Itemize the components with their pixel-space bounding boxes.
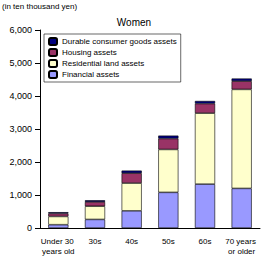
svg-text:Women: Women xyxy=(117,17,151,28)
svg-text:3,000: 3,000 xyxy=(9,124,32,134)
svg-text:2,000: 2,000 xyxy=(9,157,32,167)
svg-text:or older: or older xyxy=(228,247,255,256)
svg-text:30s: 30s xyxy=(89,237,102,246)
svg-text:Financial assets: Financial assets xyxy=(62,70,119,79)
svg-text:years old: years old xyxy=(42,247,74,256)
svg-text:70 years: 70 years xyxy=(225,237,258,246)
svg-text:(in ten thousand yen): (in ten thousand yen) xyxy=(2,2,77,11)
svg-text:Durable consumer goods assets: Durable consumer goods assets xyxy=(62,37,177,46)
svg-text:Under 30: Under 30 xyxy=(41,237,76,246)
svg-text:5,000: 5,000 xyxy=(9,58,32,68)
svg-text:Residential land assets: Residential land assets xyxy=(62,59,144,68)
svg-text:50s: 50s xyxy=(162,237,175,246)
svg-text:1,000: 1,000 xyxy=(9,190,32,200)
svg-text:6,000: 6,000 xyxy=(9,25,32,35)
svg-text:0: 0 xyxy=(27,223,32,233)
svg-text:40s: 40s xyxy=(125,237,138,246)
svg-text:60s: 60s xyxy=(199,237,212,246)
svg-text:Housing assets: Housing assets xyxy=(62,48,117,57)
svg-text:4,000: 4,000 xyxy=(9,91,32,101)
